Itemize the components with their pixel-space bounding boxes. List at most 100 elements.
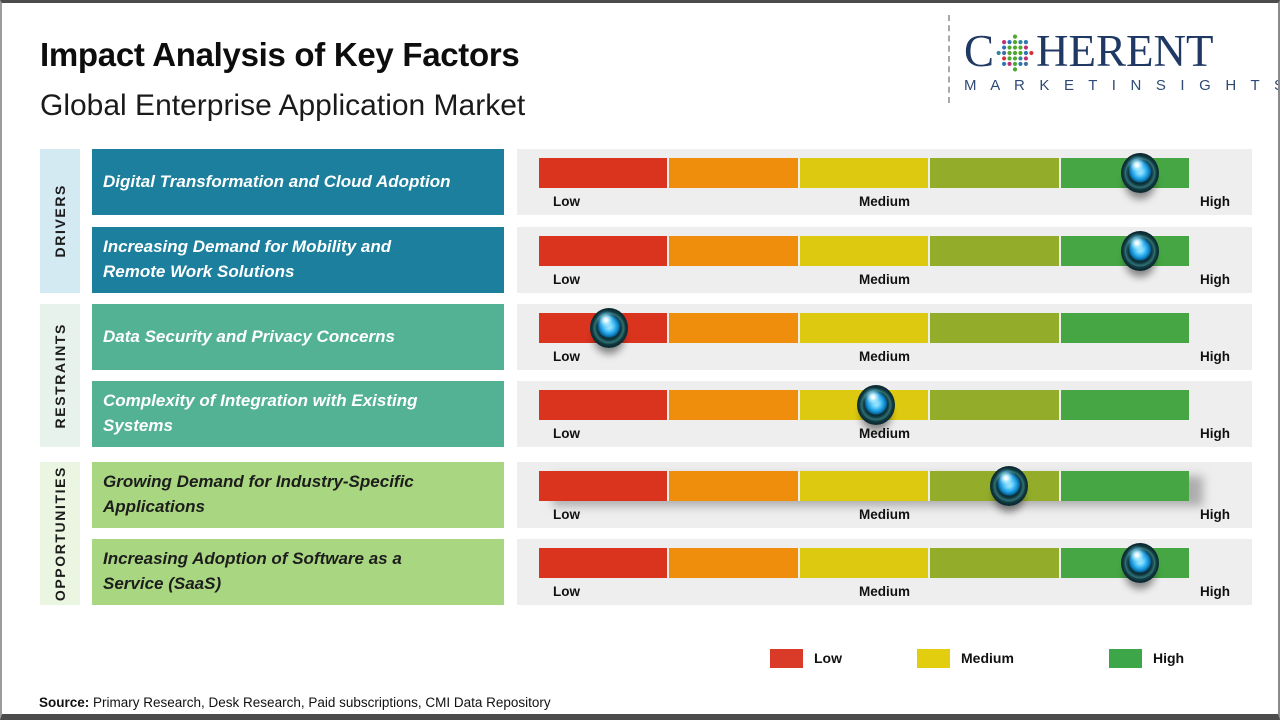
factor-label: Increasing Adoption of Software as a Ser… [103,549,402,593]
bar-segment-high [1060,390,1190,420]
factor-label-box: Growing Demand for Industry-Specific App… [92,462,504,528]
impact-marker-sphere [1121,153,1160,193]
bar-segment-low-mid [669,313,798,343]
bar-segment-low [539,548,668,578]
bar-segment-medium [799,236,929,266]
factor-label: Complexity of Integration with Existing … [103,391,418,435]
bar-segment-low-mid [669,390,798,420]
bar-segment-mid-high [930,236,1059,266]
bar-segment-low [539,390,668,420]
factor-label-box: Data Security and Privacy Concerns [92,304,504,370]
bar-segment-low [539,158,668,188]
scale-label-medium: Medium [858,349,910,364]
impact-scale-bar [539,543,1190,583]
brand-logo: C HERENT M A R K E T I N S I G H T S [964,29,1280,95]
scale-label-high: High [1200,584,1230,599]
legend-label-medium: Medium [961,650,1014,666]
impact-bar-panel: Low Medium High [517,539,1252,605]
scale-label-low: Low [553,272,580,287]
legend-swatch-high [1109,648,1142,668]
scale-label-medium: Medium [858,584,910,599]
impact-marker-sphere [856,385,895,425]
impact-scale-bar [539,153,1190,193]
section-label-drivers: DRIVERS [52,184,68,258]
impact-scale-bar [539,466,1190,506]
legend-item-high: High [1109,648,1184,668]
impact-bar-panel: Low Medium High [517,227,1252,293]
impact-marker-sphere [590,308,629,348]
factor-label-box: Digital Transformation and Cloud Adoptio… [92,149,504,215]
page-title: Impact Analysis of Key Factors [40,36,520,73]
scale-label-medium: Medium [858,272,910,287]
scale-label-medium: Medium [858,194,910,209]
factor-label: Increasing Demand for Mobility and Remot… [103,237,392,281]
scale-label-low: Low [553,507,580,522]
bar-segment-medium [799,471,929,501]
scale-label-medium: Medium [858,507,910,522]
impact-marker-sphere [1121,543,1160,583]
bar-segment-low-mid [669,471,798,501]
factor-label-box: Complexity of Integration with Existing … [92,381,504,447]
scale-labels: Low Medium High [517,349,1252,366]
impact-bar-panel: Low Medium High [517,304,1252,370]
factor-label: Data Security and Privacy Concerns [103,326,395,346]
scale-label-low: Low [553,194,580,209]
scale-label-low: Low [553,584,580,599]
bar-segment-high [1060,471,1190,501]
section-label-opportunities: OPPORTUNITIES [52,465,68,602]
logo-separator-dashed-line [948,15,950,103]
impact-marker-sphere [989,466,1028,506]
legend-label-high: High [1153,650,1185,666]
impact-marker-sphere [1121,231,1160,271]
bar-segment-high [1060,313,1190,343]
legend-swatch-medium [917,648,950,668]
bar-segment-mid-high [930,548,1059,578]
bar-segment-low [539,236,668,266]
scale-label-high: High [1200,507,1230,522]
bar-segment-low [539,471,668,501]
source-line: Source: Primary Research, Desk Research,… [39,695,551,710]
bar-segment-low-mid [669,158,798,188]
factor-label-box: Increasing Adoption of Software as a Ser… [92,539,504,605]
section-strip-restraints: RESTRAINTS [40,304,80,447]
scale-label-medium: Medium [858,426,910,441]
legend-item-low: Low [770,648,842,668]
bar-segment-mid-high [930,158,1059,188]
bar-segment-low-mid [669,236,798,266]
bar-segment-mid-high [930,313,1059,343]
brand-tagline: M A R K E T I N S I G H T S [964,77,1280,94]
bar-segment-medium [799,158,929,188]
scale-label-low: Low [553,349,580,364]
impact-scale-bar [539,385,1190,425]
bar-segment-low-mid [669,548,798,578]
bar-segment-medium [799,313,929,343]
source-text: Primary Research, Desk Research, Paid su… [89,695,551,710]
scale-labels: Low Medium High [517,584,1252,601]
impact-bar-panel: Low Medium High [517,149,1252,215]
legend-swatch-low [770,648,803,668]
globe-dots-icon [996,34,1034,71]
scale-labels: Low Medium High [517,426,1252,443]
section-strip-opportunities: OPPORTUNITIES [40,462,80,605]
scale-label-high: High [1200,194,1230,209]
brand-letters-herent: HERENT [1036,26,1214,76]
scale-label-high: High [1200,426,1230,441]
impact-scale-bar [539,308,1190,348]
source-prefix: Source: [39,695,90,710]
page-subtitle: Global Enterprise Application Market [40,89,526,122]
scale-labels: Low Medium High [517,272,1252,289]
factor-label: Digital Transformation and Cloud Adoptio… [103,171,451,191]
section-label-restraints: RESTRAINTS [52,322,68,429]
legend-label-low: Low [814,650,842,666]
bar-segment-mid-high [930,390,1059,420]
brand-wordmark: C HERENT [964,29,1262,74]
factor-label-box: Increasing Demand for Mobility and Remot… [92,227,504,293]
scale-label-high: High [1200,272,1230,287]
factor-label: Growing Demand for Industry-Specific App… [103,472,414,516]
scale-labels: Low Medium High [517,194,1252,211]
bar-segment-medium [799,548,929,578]
brand-letter-c: C [964,26,995,76]
scale-label-low: Low [553,426,580,441]
legend-item-medium: Medium [917,648,1014,668]
